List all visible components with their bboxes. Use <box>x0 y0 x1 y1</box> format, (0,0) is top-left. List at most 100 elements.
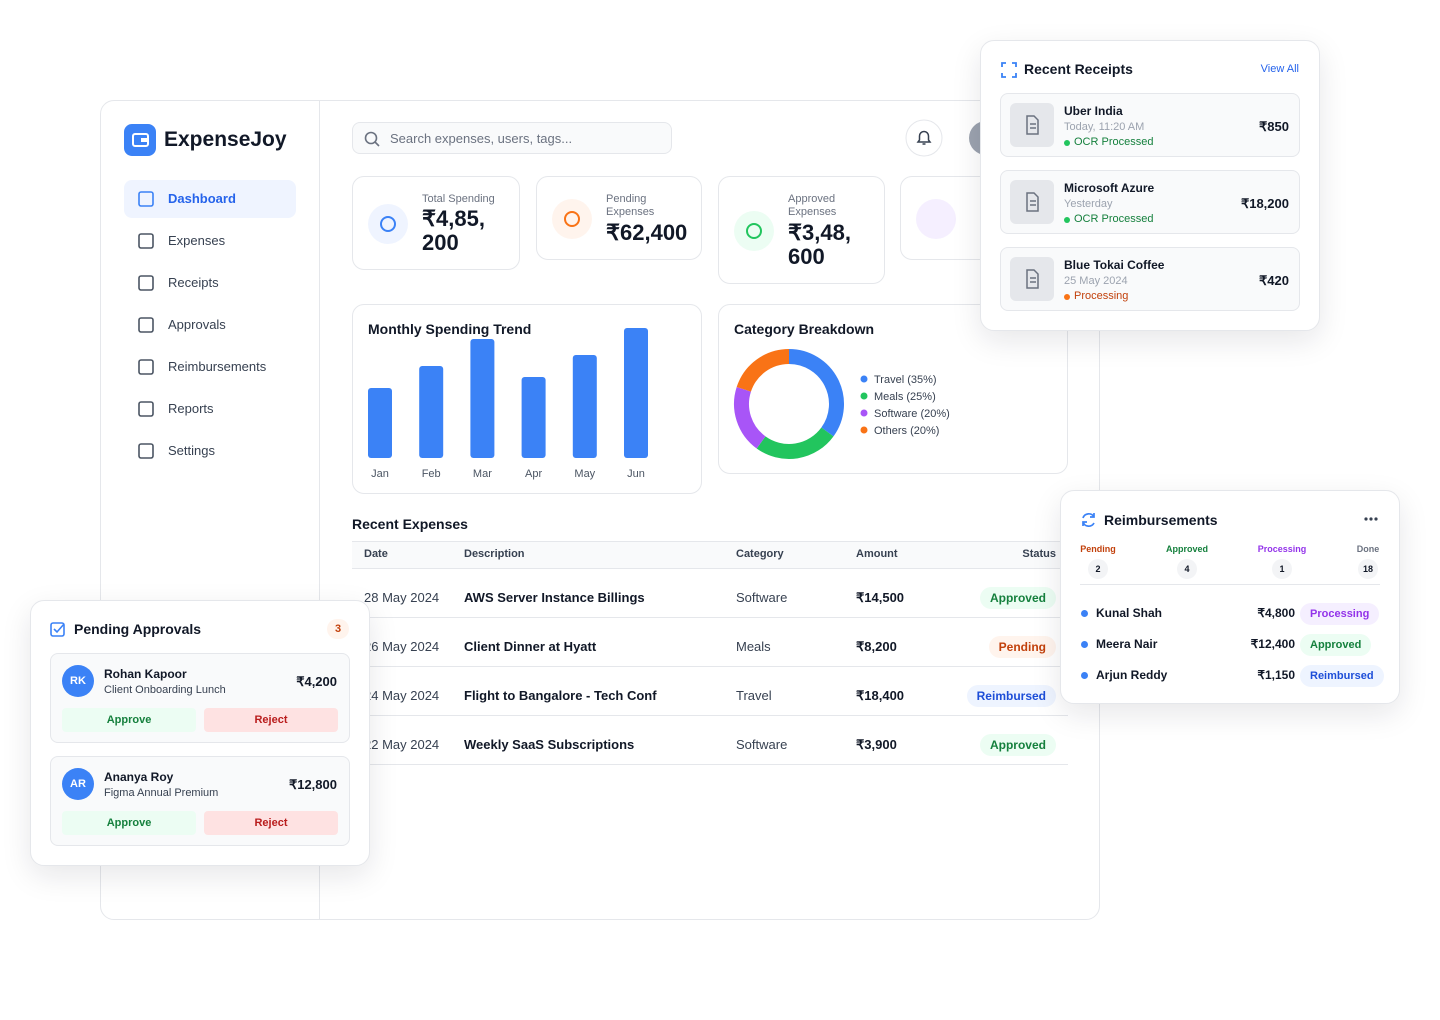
x-tick-label: Jan <box>371 468 389 480</box>
receipt-time: 25 May 2024 <box>1064 275 1128 287</box>
nav-item[interactable]: Dashboard <box>168 191 236 206</box>
reimb-amount: ₹1,150 <box>1257 668 1295 682</box>
stat-card: Approved Expenses ₹3,48,600 <box>718 176 885 284</box>
legend-label: Others (20%) <box>874 425 939 437</box>
x-tick-label: Mar <box>473 468 492 480</box>
receipt-icon <box>1010 257 1054 301</box>
status-dot <box>1064 217 1070 223</box>
stat-label: Approved Expenses <box>788 193 837 218</box>
column-header: Category <box>736 548 784 560</box>
reject-button[interactable]: Reject <box>204 708 338 732</box>
stage-label: Approved <box>1165 544 1208 554</box>
table-cell: Meals <box>736 639 771 654</box>
stage-line <box>1080 584 1380 585</box>
employee-name: Kunal Shah <box>1096 606 1163 620</box>
legend-label: Meals (25%) <box>874 391 936 403</box>
status-dot <box>1064 294 1070 300</box>
approval-item: AR Ananya Roy Figma Annual Premium ₹12,800 A… <box>50 756 350 846</box>
search-icon <box>364 131 380 147</box>
stage-label: Pending <box>1080 544 1116 554</box>
card-title: Recent Receipts <box>1024 61 1133 77</box>
stat-icon <box>368 204 408 244</box>
donut-segment <box>756 427 834 459</box>
table-cell: Client Dinner at Hyatt <box>464 639 597 654</box>
stage-count: 4 <box>1177 559 1197 579</box>
status-badge: Approved <box>1300 634 1372 656</box>
card-title: Reimbursements <box>1104 512 1218 528</box>
receipt-item: Microsoft Azure Yesterday OCR Processed ₹18… <box>1000 170 1300 234</box>
employee-name: Meera Nair <box>1096 637 1158 651</box>
reject-button[interactable]: Reject <box>204 811 338 835</box>
nav-item[interactable]: Expenses <box>168 233 226 248</box>
brand: ExpenseJoy <box>164 128 287 151</box>
nav-item[interactable]: Reports <box>168 401 214 416</box>
nav-item[interactable]: Receipts <box>168 275 219 290</box>
nav-icon <box>138 317 154 333</box>
search-box[interactable]: Search expenses, users, tags... <box>352 122 672 154</box>
donut-segment <box>736 349 790 392</box>
column-header: Date <box>364 548 388 560</box>
card-title: Pending Approvals <box>74 621 202 637</box>
donut-segment <box>734 387 766 449</box>
legend-label: Software (20%) <box>874 408 950 420</box>
status-badge: Reimbursed <box>1300 665 1384 687</box>
section-title: Recent Expenses <box>352 516 468 532</box>
table-cell: ₹3,900 <box>856 737 897 752</box>
pending-approvals-card: Pending Approvals 3 RK Rohan Kapoor Client O… <box>30 600 370 866</box>
bar <box>624 328 648 458</box>
receipt-time: Today, 11:20 AM <box>1064 121 1145 133</box>
bar <box>419 366 444 458</box>
stat-card: Pending Expenses ₹62,400 <box>536 176 702 260</box>
approve-button[interactable]: Approve <box>62 811 196 835</box>
approve-button[interactable]: Approve <box>62 708 196 732</box>
stat-icon <box>916 199 956 239</box>
nav-icon <box>138 359 154 375</box>
x-tick-label: Feb <box>422 468 441 480</box>
receipt-name: Microsoft Azure <box>1064 181 1155 195</box>
stage-count: 2 <box>1088 559 1108 579</box>
row-divider <box>352 666 1068 667</box>
table-cell: ₹18,400 <box>856 688 905 703</box>
column-header: Description <box>464 548 525 560</box>
status-badge: Processing <box>1300 603 1380 625</box>
employee-name: Arjun Reddy <box>1096 668 1168 682</box>
bell-button[interactable] <box>905 119 943 157</box>
table-cell: AWS Server Instance Billings <box>464 590 645 605</box>
row-divider <box>352 617 1068 618</box>
receipt-time: Yesterday <box>1064 198 1113 210</box>
row-dot <box>1081 610 1088 617</box>
nav-icon <box>138 191 154 207</box>
stat-card: Total Spending ₹4,85,200 <box>352 176 520 270</box>
view-all[interactable]: View All <box>1260 63 1299 75</box>
nav-item[interactable]: Reimbursements <box>168 359 267 374</box>
stat-label: Total Spending <box>422 193 495 205</box>
x-tick-label: May <box>574 468 595 480</box>
legend-dot <box>860 392 868 400</box>
more-button[interactable] <box>1363 515 1379 523</box>
check-icon <box>50 622 65 637</box>
stat-icon <box>552 199 592 239</box>
bar <box>572 355 597 458</box>
nav-item[interactable]: Approvals <box>168 317 226 332</box>
table-cell: Flight to Bangalore - Tech Conf <box>464 688 657 703</box>
refresh-icon <box>1082 513 1095 527</box>
receipt-amount: ₹850 <box>1259 119 1289 134</box>
row-dot <box>1081 641 1088 648</box>
table-cell: 26 May 2024 <box>364 639 440 654</box>
table-cell: ₹14,500 <box>856 590 905 605</box>
table-cell: Software <box>736 590 788 605</box>
receipt-status: OCR Processed <box>1074 213 1154 225</box>
legend-dot <box>860 409 868 417</box>
receipt-item: Uber India Today, 11:20 AM OCR Processed ₹8… <box>1000 93 1300 157</box>
stat-value: ₹3,48,600 <box>788 220 851 269</box>
stat-value: ₹4,85,200 <box>422 206 485 255</box>
receipt-icon <box>1010 103 1054 147</box>
count-badge: 3 <box>327 619 349 639</box>
chart-title: Category Breakdown <box>734 321 874 337</box>
table-cell: 28 May 2024 <box>364 590 440 605</box>
reimbursements-card: Reimbursements Pending 2 Approved 4 Processin… <box>1060 490 1400 704</box>
avatar: RK <box>62 665 94 697</box>
nav-item[interactable]: Settings <box>168 443 215 458</box>
approver-name: Ananya Roy <box>104 770 174 784</box>
reimb-amount: ₹4,800 <box>1257 606 1295 620</box>
